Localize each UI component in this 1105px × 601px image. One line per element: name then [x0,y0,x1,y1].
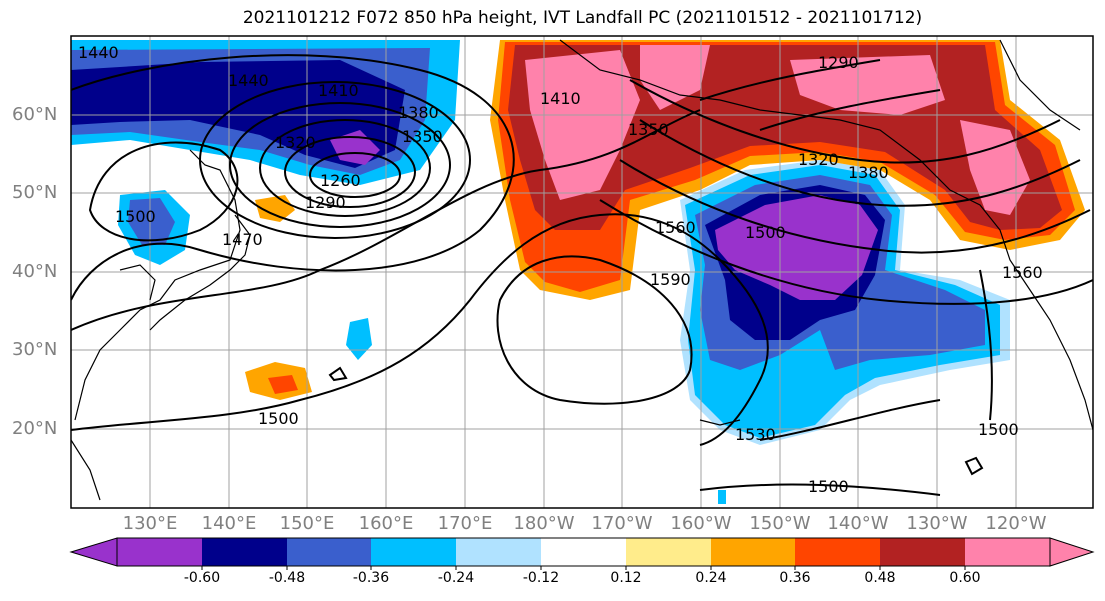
contour-label: 1290 [305,193,346,212]
contour-label: 1500 [745,223,786,242]
colorbar-swatch [880,538,965,566]
colorbar-tick-label: 0.36 [779,570,811,586]
contour-label: 1320 [275,133,316,152]
colorbar-swatch [965,538,1050,566]
colorbar-extend-high [1049,537,1095,567]
colorbar-swatch [117,538,202,566]
lon-label: 150°E [279,513,335,534]
lon-label: 170°W [591,513,653,534]
colorbar-tick-label: -0.12 [522,570,560,586]
contour-label: 1560 [1002,263,1043,282]
contour-label: 1380 [398,103,439,122]
contour-label: 1290 [818,53,859,72]
colorbar-swatch [795,538,880,566]
lat-label: 40°N [12,261,58,282]
lon-label: 160°E [358,513,414,534]
lat-label: 50°N [12,182,58,203]
contour-label: 1410 [318,81,359,100]
contour-label: 1500 [258,409,299,428]
contour-label: 1530 [735,425,776,444]
colorbar [69,537,1095,570]
contour-label: 1560 [655,218,696,237]
contour-label: 1260 [320,171,361,190]
colorbar-swatch [371,538,456,566]
contour-label: 1500 [978,420,1019,439]
colorbar-swatch [626,538,711,566]
colorbar-tick-label: 0.12 [610,570,642,586]
lon-label: 130°W [906,513,968,534]
lat-label: 60°N [12,104,58,125]
contour-label: 1500 [115,207,156,226]
lon-label: 180°W [513,513,575,534]
colorbar-tick-label: 0.60 [949,570,981,586]
contour-label: 1440 [228,71,269,90]
colorbar-tick-label: -0.36 [352,570,390,586]
lon-label: 170°E [437,513,493,534]
lat-label: 20°N [12,418,58,439]
positive-anomaly-band [245,40,1085,400]
contour-label: 1380 [848,163,889,182]
colorbar-tick-label: -0.60 [183,570,221,586]
lon-label: 120°W [985,513,1047,534]
coastlines [71,39,1093,501]
colorbar-swatch [456,538,541,566]
colorbar-swatch [541,538,626,566]
colorbar-tick-marks [201,566,966,570]
lon-label: 140°E [201,513,257,534]
map-frame [70,35,1094,509]
lat-label: 30°N [12,339,58,360]
contour-label: 1410 [540,89,581,108]
contour-label: 1350 [402,127,443,146]
map-area: 1440 1410 1380 1350 1320 1290 1260 1440 … [71,36,1093,508]
colorbar-outline [116,537,1051,567]
lon-label: 140°W [827,513,889,534]
colorbar-tick-label: 0.24 [695,570,727,586]
contour-label: 1440 [78,43,119,62]
colorbar-swatch [287,538,371,566]
height-contours [71,54,1093,496]
colorbar-tick-label: 0.48 [864,570,896,586]
map-title: 2021101212 F072 850 hPa height, IVT Land… [242,8,923,28]
colorbar-swatch [202,538,287,566]
colorbar-tick-label: -0.48 [268,570,306,586]
contour-label: 1470 [222,230,263,249]
colorbar-extend-low [69,537,118,567]
contour-label: 1350 [628,120,669,139]
lon-label: 150°W [749,513,811,534]
colorbar-swatch [711,538,795,566]
contour-label-group: 1440 1410 1380 1350 1320 1290 1260 1440 … [78,43,1043,496]
contour-label: 1320 [798,150,839,169]
contour-label: 1500 [808,477,849,496]
lon-label: 160°W [670,513,732,534]
contour-label: 1590 [650,270,691,289]
colorbar-tick-label: -0.24 [437,570,475,586]
lon-label: 130°E [122,513,178,534]
